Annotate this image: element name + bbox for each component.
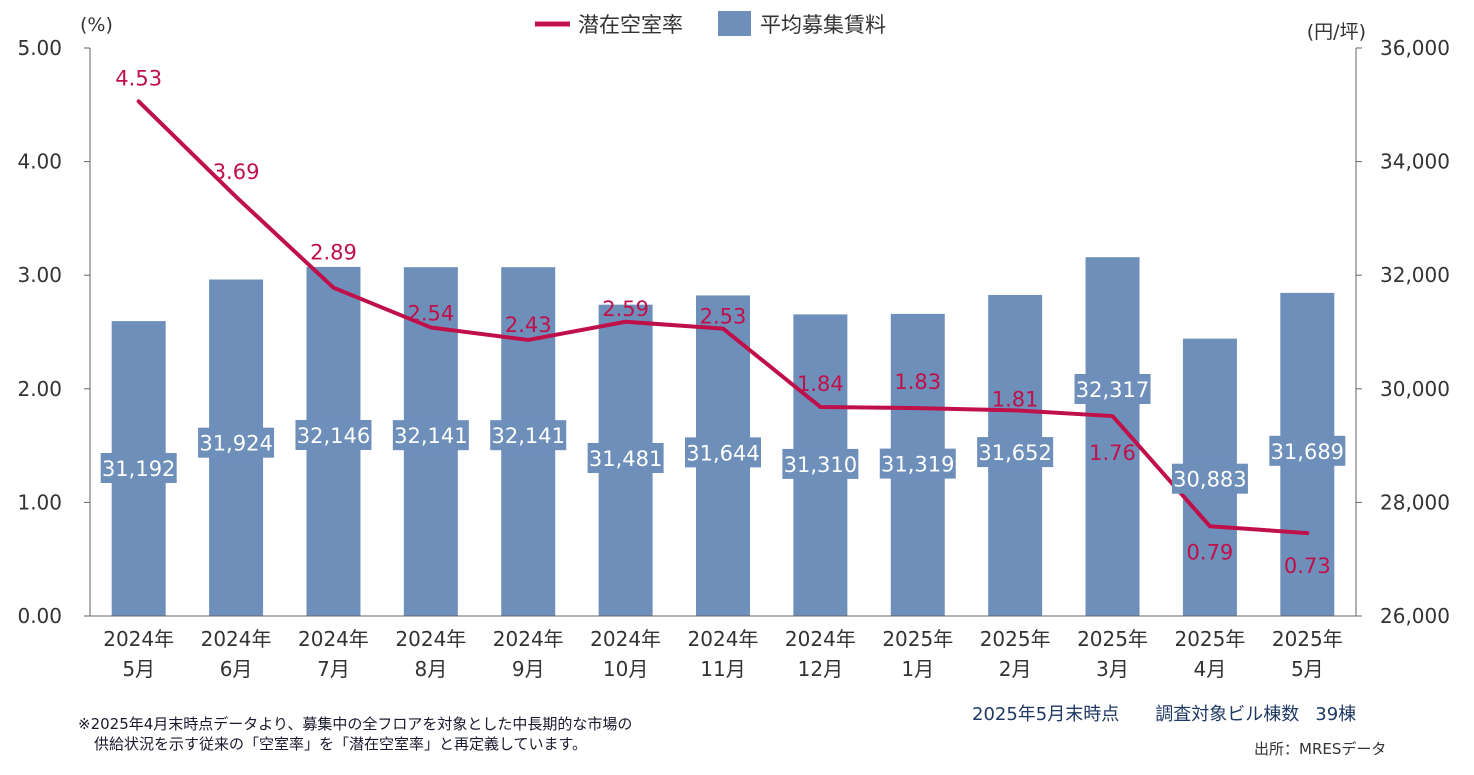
rent-label-box <box>782 448 859 479</box>
x-tick-label-month: 9月 <box>512 657 545 681</box>
vacancy-label: 1.83 <box>894 370 941 394</box>
vacancy-label: 2.59 <box>602 297 649 321</box>
rent-label: 31,924 <box>199 432 272 456</box>
x-tick-label-month: 7月 <box>317 657 350 681</box>
x-tick-label-month: 6月 <box>220 657 253 681</box>
x-tick-label-month: 8月 <box>414 657 447 681</box>
rent-label: 31,644 <box>686 441 759 465</box>
rent-label-box <box>587 443 664 474</box>
y-left-tick-label: 5.00 <box>17 36 62 60</box>
rent-label-box <box>392 420 469 451</box>
y-left-tick-label: 3.00 <box>17 263 62 287</box>
vacancy-label: 3.69 <box>213 160 260 184</box>
rent-label: 30,883 <box>1173 468 1246 492</box>
y-left-unit-label: (%) <box>80 14 113 36</box>
axes: 0.00 1.00 2.00 3.00 4.00 5.00 26,000 28,000 30,0… <box>17 14 1450 681</box>
rent-label-box <box>1074 374 1151 404</box>
vacancy-label: 1.84 <box>797 372 844 396</box>
y-right-tick-label: 28,000 <box>1380 490 1450 514</box>
legend-label-rent: 平均募集賃料 <box>760 13 886 37</box>
vacancy-label: 2.53 <box>700 305 747 329</box>
vacancy-label: 4.53 <box>115 66 162 90</box>
y-left-tick-label: 4.00 <box>17 150 62 174</box>
rent-label: 31,319 <box>881 453 954 477</box>
x-tick-label-year: 2024年 <box>785 627 856 651</box>
vacancy-line <box>136 99 1310 536</box>
y-right-tick-label: 30,000 <box>1380 377 1450 401</box>
rent-label-box <box>879 448 956 479</box>
rent-label: 32,141 <box>394 424 467 448</box>
rent-label: 32,146 <box>297 424 370 448</box>
x-tick-label-year: 2024年 <box>395 627 466 651</box>
footnote: ※2025年4月末時点データより、募集中の全フロアを対象とした中長期的な市場の … <box>78 714 632 754</box>
x-tick-label-year: 2024年 <box>590 627 661 651</box>
vacancy-label: 1.76 <box>1089 441 1136 465</box>
x-tick-label-year: 2024年 <box>201 627 272 651</box>
x-tick-label-month: 5月 <box>122 657 155 681</box>
legend: 潜在空室率 平均募集賃料 <box>535 11 886 37</box>
rent-label: 32,317 <box>1076 378 1149 402</box>
x-tick-label-month: 1月 <box>901 657 934 681</box>
x-tick-label-year: 2025年 <box>882 627 953 651</box>
y-right-tick-label: 32,000 <box>1380 263 1450 287</box>
as-of-date: 2025年5月末時点 <box>972 704 1120 725</box>
x-tick-label-month: 2月 <box>999 657 1032 681</box>
x-tick-label-month: 11月 <box>700 657 745 681</box>
rent-label: 31,192 <box>102 457 175 481</box>
vacancy-label: 0.79 <box>1187 540 1234 564</box>
y-right-unit-label: (円/坪) <box>1307 21 1366 43</box>
x-tick-label-month: 3月 <box>1096 657 1129 681</box>
x-tick-label-year: 2025年 <box>980 627 1051 651</box>
y-left-tick-label: 1.00 <box>17 490 62 514</box>
vacancy-label: 0.73 <box>1284 554 1331 578</box>
footnote-line-2: 供給状況を示す従来の「空室率」を「潜在空室率」と再定義しています。 <box>94 735 588 753</box>
vacancy-label: 2.43 <box>505 313 552 337</box>
vacancy-label: 1.81 <box>992 387 1039 411</box>
rent-label-box <box>198 427 275 458</box>
source-credit: 出所：MRESデータ <box>1254 740 1387 758</box>
data-labels: 31,192 31,924 32,146 32,141 32,141 31,481 31,6… <box>100 66 1346 578</box>
line-series <box>136 99 1310 536</box>
y-right-tick-label: 36,000 <box>1380 36 1450 60</box>
legend-label-vacancy: 潜在空室率 <box>578 13 683 37</box>
y-right-tick-label: 26,000 <box>1380 604 1450 628</box>
survey-info: 2025年5月末時点 調査対象ビル棟数 39棟 <box>972 700 1356 726</box>
vacancy-label: 2.89 <box>310 241 357 265</box>
x-tick-label-year: 2024年 <box>103 627 174 651</box>
y-right-tick-label: 34,000 <box>1380 150 1450 174</box>
rent-label-box <box>295 419 372 450</box>
x-tick-label-month: 5月 <box>1291 657 1324 681</box>
x-tick-label-year: 2024年 <box>688 627 759 651</box>
x-tick-label-year: 2024年 <box>298 627 369 651</box>
x-tick-label-year: 2024年 <box>493 627 564 651</box>
rent-label-box <box>490 420 567 451</box>
vacancy-label: 2.54 <box>407 301 454 325</box>
rent-label: 31,689 <box>1271 440 1344 464</box>
rent-label-box <box>1269 435 1346 466</box>
rent-label: 31,310 <box>784 453 857 477</box>
rent-label-box <box>1171 463 1248 494</box>
legend-swatch-bar <box>718 11 751 36</box>
rent-label: 31,652 <box>978 441 1051 465</box>
x-tick-label-year: 2025年 <box>1077 627 1148 651</box>
x-tick-label-month: 10月 <box>603 657 648 681</box>
rent-label: 32,141 <box>491 424 564 448</box>
rent-label-box <box>100 453 177 483</box>
x-tick-label-month: 12月 <box>798 657 843 681</box>
rent-label: 31,481 <box>589 447 662 471</box>
rent-label-box <box>685 437 761 468</box>
y-left-tick-label: 2.00 <box>17 377 62 401</box>
chart: 0.00 1.00 2.00 3.00 4.00 5.00 26,000 28,000 30,0… <box>17 11 1450 681</box>
rent-label-box <box>977 437 1054 468</box>
y-left-tick-label: 0.00 <box>17 604 62 628</box>
footnote-line-1: ※2025年4月末時点データより、募集中の全フロアを対象とした中長期的な市場の <box>78 715 633 733</box>
x-tick-label-year: 2025年 <box>1272 627 1343 651</box>
x-tick-label-month: 4月 <box>1194 657 1227 681</box>
buildings-label: 調査対象ビル棟数 <box>1155 704 1300 725</box>
x-tick-label-year: 2025年 <box>1174 627 1245 651</box>
buildings-count: 39棟 <box>1315 704 1357 725</box>
